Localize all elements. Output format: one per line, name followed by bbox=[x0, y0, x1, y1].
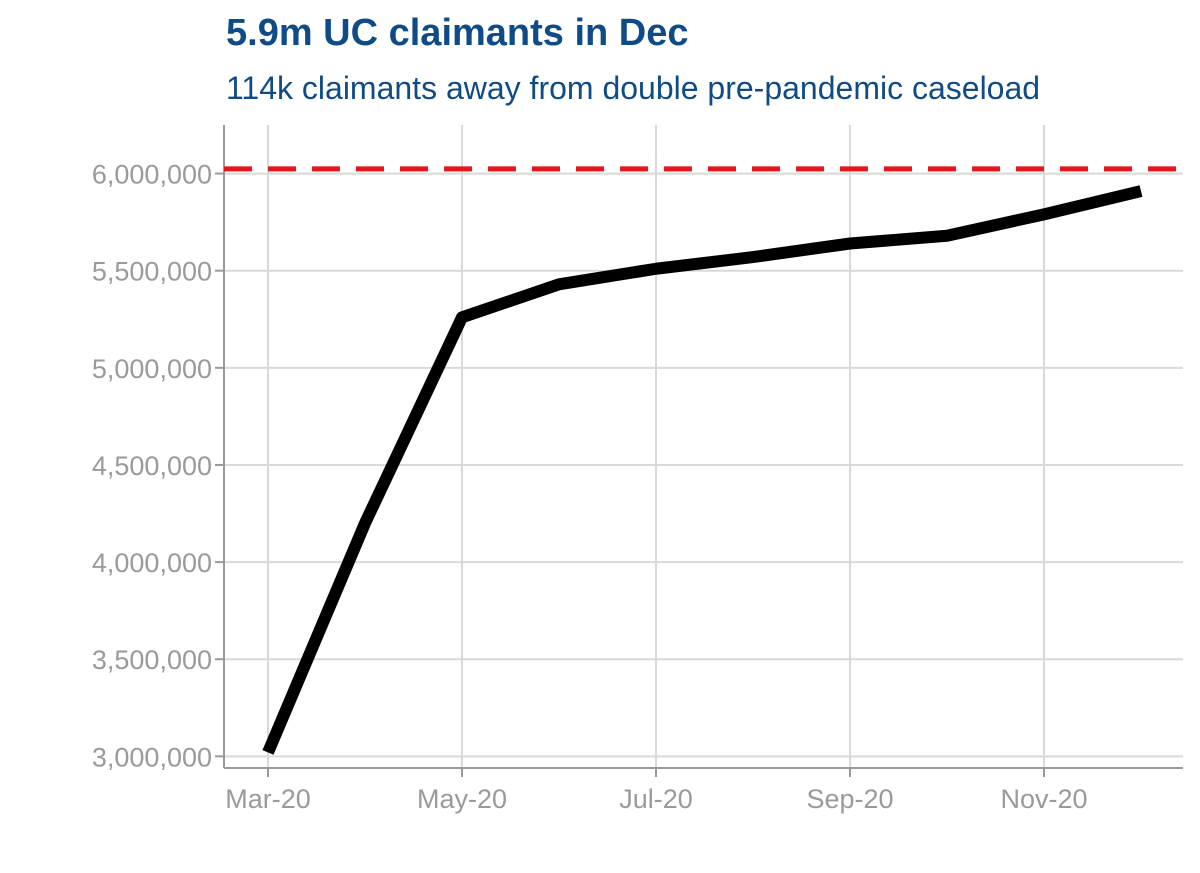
y-tick-label: 5,500,000 bbox=[92, 257, 212, 287]
y-tick-label: 5,000,000 bbox=[92, 354, 212, 384]
series-line bbox=[262, 185, 1143, 755]
y-tick-label: 3,500,000 bbox=[92, 645, 212, 675]
axes bbox=[215, 125, 1183, 777]
x-tick-label: May-20 bbox=[417, 784, 507, 814]
x-tick-label: Sep-20 bbox=[806, 784, 893, 814]
x-tick-labels: Mar-20 May-20 Jul-20 Sep-20 Nov-20 bbox=[225, 784, 1087, 814]
x-tick-label: Nov-20 bbox=[1000, 784, 1087, 814]
x-tick-label: Jul-20 bbox=[619, 784, 693, 814]
chart-subtitle: 114k claimants away from double pre-pand… bbox=[226, 70, 1041, 106]
gridlines bbox=[224, 125, 1183, 768]
y-tick-labels: 3,000,000 3,500,000 4,000,000 4,500,000 5,00… bbox=[92, 160, 212, 773]
x-tick-label: Mar-20 bbox=[225, 784, 311, 814]
series-group bbox=[262, 185, 1143, 755]
y-tick-label: 4,500,000 bbox=[92, 451, 212, 481]
chart-title: 5.9m UC claimants in Dec bbox=[226, 12, 689, 54]
y-tick-label: 6,000,000 bbox=[92, 160, 212, 190]
y-tick-label: 4,000,000 bbox=[92, 548, 212, 578]
y-tick-label: 3,000,000 bbox=[92, 742, 212, 772]
